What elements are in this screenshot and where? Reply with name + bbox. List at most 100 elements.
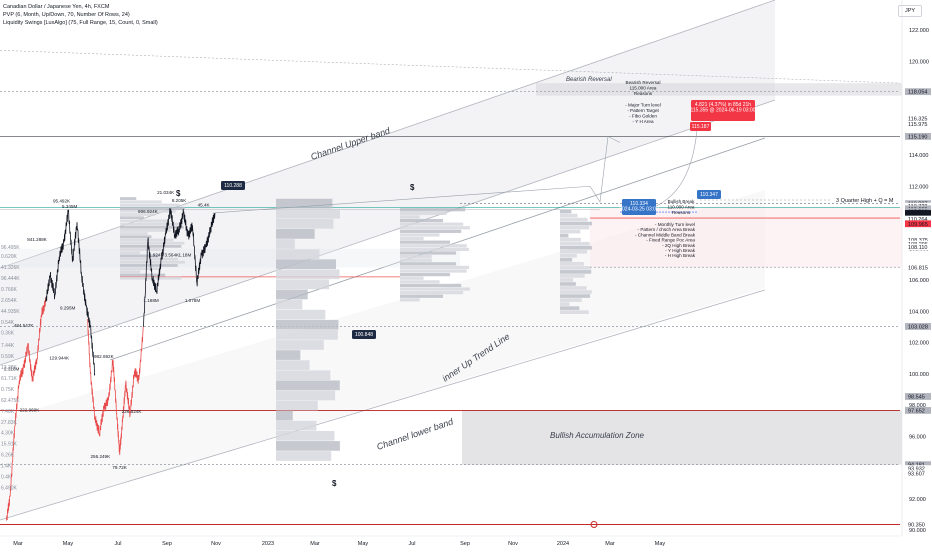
indicator-liquidity-label[interactable]: Liquidity Swings [LuxAlgo] (75, Full Ran… — [3, 20, 158, 26]
volume-profile-row — [120, 213, 155, 216]
price-tag-label: 109.965 — [908, 222, 928, 228]
y-tick-label: 106.000 — [909, 278, 929, 284]
price-tag-label: 115.190 — [908, 134, 927, 140]
volume-profile-row — [276, 360, 310, 370]
volume-profile-row — [560, 310, 589, 314]
currency-button[interactable]: JPY — [898, 5, 922, 17]
volume-profile-row — [276, 390, 336, 401]
volume-profile-row — [400, 283, 462, 288]
volume-profile-row — [560, 253, 577, 258]
x-tick-label: 2024 — [557, 541, 569, 547]
volume-profile-row — [400, 236, 424, 241]
volume-profile-row — [400, 211, 447, 215]
volume-label: 9.295M — [60, 306, 75, 311]
y-tick-label: 114.000 — [909, 153, 928, 159]
x-tick-label: Nov — [211, 541, 221, 547]
price-tag-label: 118.054 — [908, 90, 927, 96]
volume-profile-row — [120, 203, 180, 207]
volume-label: 45.4K — [198, 203, 211, 208]
target-price-tag-text: 115.187 — [692, 124, 710, 130]
volume-label: 95.492K — [53, 199, 71, 204]
bullish-reason-line: - Monthly Turn level — [655, 222, 695, 227]
volume-label: 1.18M — [179, 253, 192, 258]
right-price-tag-bg — [697, 190, 721, 199]
bullish-zone-label: Bullish Accumulation Zone — [550, 431, 645, 440]
volume-profile-row — [560, 306, 580, 310]
volume-label: 484.547K — [14, 323, 35, 328]
volume-profile-row — [276, 239, 295, 249]
volume-label: 8.205K — [172, 198, 187, 203]
volume-label: 79.72K — [112, 465, 127, 470]
volume-label: 1.924M — [149, 253, 164, 258]
projection-path — [214, 135, 621, 214]
volume-profile-row — [560, 278, 574, 282]
channel-lower-label: Channel lower band — [375, 416, 455, 452]
volume-profile-row — [276, 309, 326, 320]
right-price-tag: 110.347 — [697, 190, 721, 199]
volume-profile-row — [560, 302, 570, 306]
volume-profile-row — [400, 287, 470, 291]
volume-profile-1 — [120, 197, 185, 280]
volume-profile-row — [276, 259, 336, 270]
volume-label: 906.924K — [138, 209, 159, 214]
left-gray-zone — [0, 248, 460, 268]
bullish-accumulation-zone — [462, 410, 902, 465]
bullish-break-line: Reasons — [672, 210, 691, 215]
volume-profile-row — [276, 380, 340, 391]
volume-profile-row — [560, 233, 569, 238]
bullish-reason-line: - H High Break — [665, 253, 696, 258]
volume-profile-row — [560, 217, 588, 222]
price-tag-bg — [905, 120, 931, 128]
volume-profile-row — [276, 198, 333, 209]
volume-profile-row — [560, 298, 582, 302]
volume-profile-row — [276, 299, 303, 310]
price-tag: 93.607 — [905, 470, 931, 478]
mid-price-tag-bg — [352, 330, 376, 339]
left-edge-label: 4.30K — [1, 431, 15, 437]
volume-profile-row — [120, 235, 152, 239]
left-edge-label: 62.475K — [1, 398, 20, 404]
volume-profile-row — [400, 215, 420, 219]
volume-profile-row — [120, 222, 183, 226]
volume-profile-row — [276, 441, 340, 451]
left-edge-label: 0.54K — [1, 320, 15, 326]
volume-profile-row — [560, 262, 584, 266]
three-quarter-label: 3 Quarter High + Q = M — [836, 198, 894, 204]
price-tag: 93.932 — [905, 465, 931, 473]
volume-profile-row — [400, 244, 467, 248]
volume-profile-row — [560, 282, 576, 286]
price-tag-bg — [905, 212, 931, 219]
left-edge-label: 61.71K — [1, 376, 18, 382]
volume-profile-row — [120, 219, 168, 223]
price-tag: 110.264 — [905, 215, 931, 223]
x-tick-label: Jul — [114, 541, 121, 547]
dollar-marker-2: $ — [410, 183, 415, 192]
measure-tag-text: 115.355 @ 2024-06-19 03:00 — [690, 107, 755, 113]
volume-profile-row — [400, 247, 469, 251]
mid-price-tag: 100.848 — [352, 330, 376, 339]
price-tag: 106.815 — [905, 263, 931, 271]
volume-profile-row — [400, 273, 450, 277]
indicator-pvp-label[interactable]: PVP (6, Month, Up/Down, 70, Number Of Ro… — [3, 12, 130, 18]
volume-label: 222.960K — [20, 407, 41, 412]
bearish-reason-line: - Y H Area — [632, 119, 653, 124]
volume-profile-row — [560, 237, 581, 242]
y-tick-label: 112.000 — [909, 184, 928, 190]
left-edge-label: 0.75K — [1, 387, 15, 393]
mid-price-tag-text: 100.848 — [355, 332, 373, 338]
volume-profile-row — [560, 290, 592, 294]
left-edge-label: 96.444K — [1, 276, 20, 282]
left-edge-label: 7.46K — [1, 409, 15, 415]
volume-label: 841.288K — [27, 237, 48, 242]
pink-zone — [590, 207, 902, 268]
price-tag-label: 103.028 — [908, 324, 928, 330]
left-edge-label: 15.91K — [1, 442, 18, 448]
y-tick-label: 100.000 — [909, 372, 929, 378]
volume-profile-row — [276, 229, 315, 239]
left-edge-label: 7.44K — [1, 343, 15, 349]
volume-profile-row — [560, 213, 578, 218]
volume-profile-row — [120, 264, 178, 267]
